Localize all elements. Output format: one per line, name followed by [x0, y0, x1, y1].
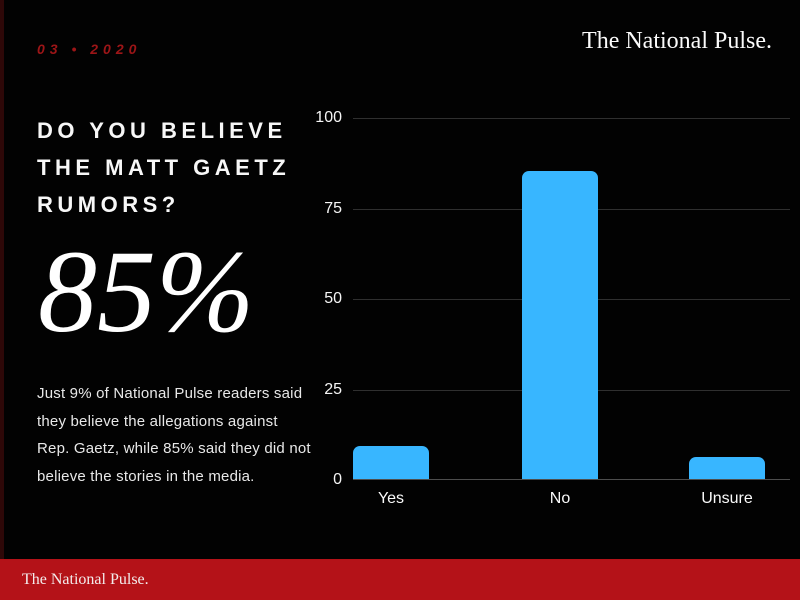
brand-logo-text: The National Pulse.	[582, 28, 772, 54]
y-tick-label-75: 75	[324, 200, 342, 217]
left-accent-strip	[0, 0, 4, 600]
y-tick-label-0: 0	[333, 471, 342, 488]
summary-line-3: Rep. Gaetz, while 85% said they did not	[37, 440, 311, 457]
poll-summary-text: Just 9% of National Pulse readers said t…	[37, 380, 337, 490]
issue-date: 03 • 2020	[37, 41, 142, 57]
bar-unsure	[689, 457, 765, 479]
x-category-label-yes: Yes	[377, 490, 405, 507]
y-tick-label-100: 100	[315, 109, 342, 126]
y-tick-label-50: 50	[324, 290, 342, 307]
bar-chart: 0 25 50 75 100 Yes No Unsure	[315, 109, 790, 507]
summary-line-4: believe the stories in the media.	[37, 467, 255, 485]
footer-brand-text: The National Pulse.	[22, 570, 149, 588]
gridline-y100	[353, 118, 790, 119]
x-axis-line	[353, 479, 790, 480]
title-line-2: THE MATT GAETZ	[37, 155, 291, 180]
summary-line-1: Just 9% of National Pulse readers said	[37, 385, 303, 402]
x-category-label-unsure: Unsure	[701, 490, 753, 507]
footer-bar: The National Pulse.	[0, 559, 800, 600]
title-line-3: RUMORS?	[37, 192, 180, 217]
x-category-label-no: No	[549, 490, 571, 507]
bar-yes	[353, 446, 429, 479]
stat-percentage: 85%	[38, 226, 255, 357]
y-tick-label-25: 25	[324, 381, 342, 398]
poll-question-title: DO YOU BELIEVE THE MATT GAETZ RUMORS?	[37, 112, 327, 223]
bar-no	[522, 171, 598, 479]
summary-line-2: they believe the allegations against	[37, 412, 278, 430]
title-line-1: DO YOU BELIEVE	[37, 118, 287, 143]
